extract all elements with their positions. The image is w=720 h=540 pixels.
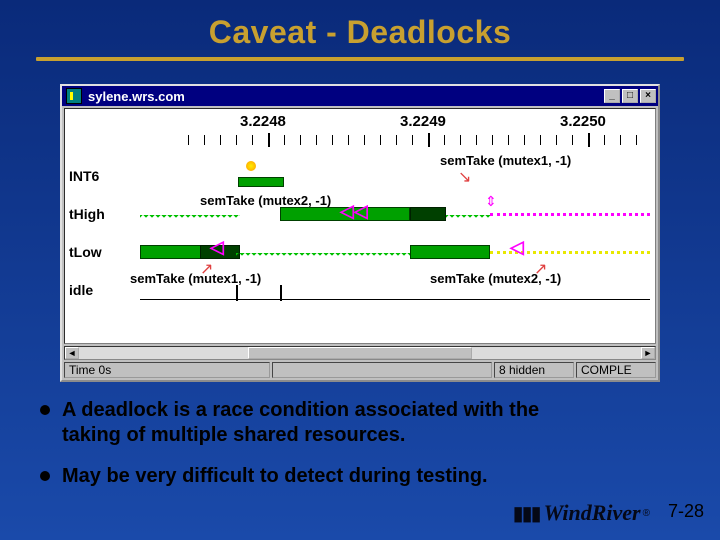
registered-icon: ® (643, 508, 650, 519)
close-button[interactable]: × (640, 89, 656, 103)
time-axis: 3.2248 3.2249 3.2250 (140, 113, 651, 153)
thigh-blocked (490, 213, 650, 216)
bullet-item: A deadlock is a race condition associate… (40, 398, 600, 448)
time-label: 3.2250 (560, 113, 606, 130)
event-marker-icon: ◁ (210, 237, 224, 258)
status-right: COMPLE (576, 362, 656, 378)
status-mid (272, 362, 492, 378)
row-label-thigh: tHigh (69, 205, 135, 243)
app-window: sylene.wrs.com _ □ × 3.2248 3.2249 3.225… (60, 84, 660, 382)
page-number: 7-28 (668, 501, 704, 522)
annotation-mutex2-a: semTake (mutex2, -1) (200, 193, 331, 208)
title-underline (36, 57, 684, 61)
minimize-button[interactable]: _ (604, 89, 620, 103)
int6-bar (238, 177, 284, 187)
interrupt-icon (242, 157, 260, 175)
horizontal-scrollbar[interactable]: ◄ ► (64, 346, 656, 360)
bullet-item: May be very difficult to detect during t… (40, 464, 600, 489)
row-labels: INT6 tHigh tLow idle (69, 167, 135, 319)
slide-bullets: A deadlock is a race condition associate… (40, 398, 600, 505)
idle-line (140, 299, 650, 300)
slide-title: Caveat - Deadlocks (0, 0, 720, 51)
resize-icon: ⇕ (485, 193, 495, 201)
idle-blip (236, 285, 238, 301)
status-bar: Time 0s 8 hidden COMPLE (64, 362, 656, 378)
idle-blip (280, 285, 282, 301)
time-label: 3.2248 (240, 113, 286, 130)
thigh-bar-b (410, 207, 446, 221)
windriver-logo: ▮▮▮ WindRiver ® (513, 500, 650, 526)
tlow-wait-a (236, 253, 410, 259)
row-label-idle: idle (69, 281, 135, 319)
scroll-thumb[interactable] (248, 347, 473, 359)
system-menu-icon[interactable] (66, 88, 82, 104)
logo-text: WindRiver (544, 500, 641, 526)
arrow-icon: ↘ (458, 167, 471, 187)
titlebar[interactable]: sylene.wrs.com _ □ × (62, 86, 658, 106)
thigh-wait-a (140, 215, 240, 221)
maximize-button[interactable]: □ (622, 89, 638, 103)
arrow-icon: ↗ (200, 259, 213, 279)
window-title: sylene.wrs.com (86, 89, 602, 104)
chart-canvas: 3.2248 3.2249 3.2250 (64, 108, 656, 344)
annotation-mutex1-b: semTake (mutex1, -1) (130, 271, 261, 286)
arrow-icon: ↗ (534, 259, 547, 279)
scroll-track[interactable] (79, 347, 641, 359)
tlow-bar-c (410, 245, 490, 259)
event-marker-icon: ◁ (510, 237, 524, 258)
logo-mark-icon: ▮▮▮ (513, 501, 540, 526)
time-label: 3.2249 (400, 113, 446, 130)
status-hidden: 8 hidden (494, 362, 574, 378)
chart-area[interactable]: semTake (mutex1, -1) ↘ ◁◁ ⇕ semTake (mut… (140, 155, 651, 339)
scroll-right-button[interactable]: ► (641, 347, 655, 359)
row-label-tlow: tLow (69, 243, 135, 281)
annotation-mutex1-a: semTake (mutex1, -1) (440, 153, 571, 168)
event-marker-icon: ◁◁ (340, 201, 368, 222)
row-label-int6: INT6 (69, 167, 135, 205)
status-time: Time 0s (64, 362, 270, 378)
thigh-wait-b (446, 215, 490, 221)
scroll-left-button[interactable]: ◄ (65, 347, 79, 359)
